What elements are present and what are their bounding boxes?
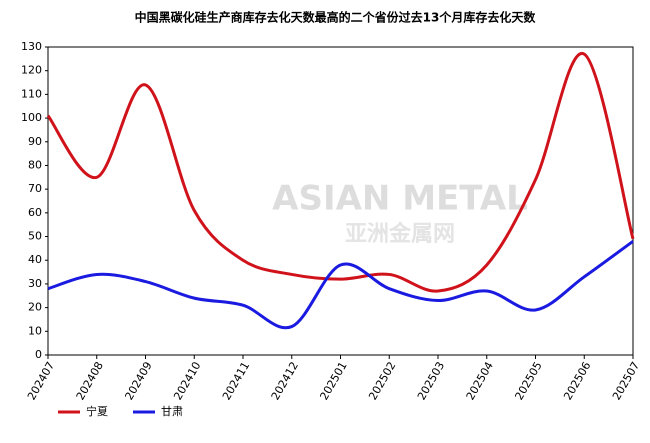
y-tick-label: 80 [28,158,42,171]
y-tick-label: 20 [28,301,42,314]
x-tick-label: 202505 [512,360,544,403]
y-tick-label: 130 [21,40,42,53]
y-tick-label: 0 [35,348,42,361]
chart-title: 中国黑碳化硅生产商库存去化天数最高的二个省份过去13个月库存去化天数 [135,10,537,25]
y-tick-label: 40 [28,253,42,266]
y-tick-label: 10 [28,324,42,337]
y-tick-label: 50 [28,230,42,243]
y-tick-label: 70 [28,182,42,195]
x-tick-label: 202504 [464,360,496,403]
series-line [47,240,634,330]
legend-label: 甘肃 [161,405,183,418]
x-tick-label: 202411 [220,360,252,403]
y-tick-label: 30 [28,277,42,290]
x-tick-label: 202503 [415,360,447,403]
x-tick-label: 202502 [366,360,398,403]
x-tick-label: 202412 [269,360,301,403]
y-tick-label: 100 [21,111,42,124]
x-tick-label: 202410 [171,360,203,403]
watermark: ASIAN METAL [272,179,528,219]
y-tick-label: 110 [21,87,42,100]
x-tick-label: 202507 [610,360,642,403]
y-tick-label: 60 [28,206,42,219]
y-tick-label: 120 [21,64,42,77]
x-tick-label: 202407 [25,360,57,403]
y-tick-label: 90 [28,135,42,148]
x-tick-label: 202409 [122,360,154,403]
watermark: 亚洲金属网 [345,221,455,247]
x-tick-label: 202506 [561,360,593,403]
legend-label: 宁夏 [86,404,108,418]
series-line [46,52,635,293]
x-tick-label: 202501 [317,360,349,403]
x-tick-label: 202408 [74,360,106,403]
